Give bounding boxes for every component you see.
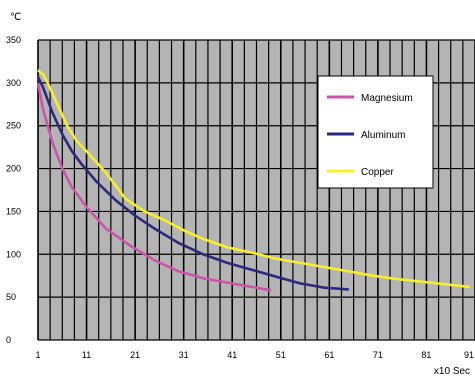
x-tick-label: 1 (35, 350, 40, 360)
x-tick-label: 21 (130, 350, 140, 360)
x-axis-unit-label: x10 Sec (434, 366, 470, 376)
y-tick-labels: 0 50 100 150 200 250 300 350 (6, 35, 21, 345)
series-line-magnesium (36, 82, 272, 292)
y-tick-label: 200 (6, 164, 21, 174)
y-tick-label: 300 (6, 78, 21, 88)
legend-label-magnesium: Magnesium (361, 93, 413, 104)
x-tick-label: 11 (82, 350, 91, 360)
x-tick-label: 51 (276, 350, 286, 360)
y-tick-label: 250 (6, 121, 21, 131)
y-tick-label: 0 (6, 335, 11, 345)
x-tick-label: 91 (464, 350, 474, 360)
legend-box (317, 75, 434, 189)
y-axis-unit-label: ℃ (10, 12, 21, 23)
y-tick-label: 350 (6, 35, 21, 45)
legend-label-copper: Copper (361, 167, 394, 178)
series-line-copper (37, 69, 471, 289)
x-tick-label: 71 (373, 350, 383, 360)
x-tick-labels: 1 11 21 31 41 51 61 71 81 91 (35, 350, 474, 360)
series-line-aluminum (36, 76, 349, 291)
x-tick-label: 81 (421, 350, 431, 360)
y-tick-label: 150 (6, 206, 21, 216)
y-tick-label: 100 (6, 249, 21, 259)
legend: Magnesium Aluminum Copper (317, 75, 434, 189)
y-tick-label: 50 (6, 292, 16, 302)
x-tick-label: 31 (179, 350, 189, 360)
legend-label-aluminum: Aluminum (361, 130, 405, 141)
x-tick-label: 61 (324, 350, 334, 360)
x-tick-label: 41 (227, 350, 237, 360)
series-lines (36, 69, 471, 292)
